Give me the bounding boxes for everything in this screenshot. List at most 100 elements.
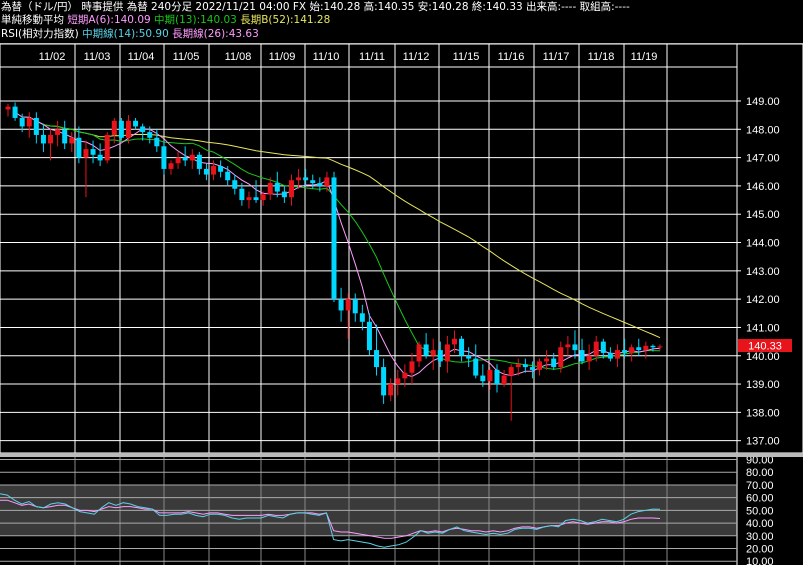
rsi-mid-line xyxy=(0,493,661,548)
candle-body xyxy=(366,321,372,351)
candle-body xyxy=(55,129,61,135)
date-label: 11/10 xyxy=(313,51,340,63)
price-tick-label: 139.00 xyxy=(746,379,780,391)
candle-body xyxy=(423,344,429,356)
date-label: 11/15 xyxy=(453,51,480,63)
candle-body xyxy=(409,361,415,373)
candle-body xyxy=(501,375,507,385)
high-label: 高: xyxy=(363,1,378,13)
candle-body xyxy=(281,191,287,198)
candle-body xyxy=(636,347,642,351)
rsi-mid-value: 50.90 xyxy=(138,28,169,40)
rsi-lines xyxy=(0,493,661,548)
ma-legend: 単純移動平均 短期A(6):140.09 中期(13):140.03 長期B(5… xyxy=(1,14,330,27)
turnover-label: 取組高: xyxy=(579,1,615,13)
candle-body xyxy=(473,358,479,376)
open-label: 始: xyxy=(309,1,324,13)
candle-body xyxy=(118,120,124,138)
rsi-title: RSI(相対力指数) xyxy=(1,28,79,40)
rsi-tick-label: 80.00 xyxy=(746,467,774,479)
ma-mid-legend: 中期(13):140.03 xyxy=(154,14,237,26)
candle-body xyxy=(40,134,46,144)
candle-body xyxy=(657,346,663,348)
candle-body xyxy=(338,299,344,311)
date-label: 11/19 xyxy=(631,51,658,63)
price-tick-label: 146.00 xyxy=(746,181,780,193)
rsi-long-legend: 長期線(26):43.63 xyxy=(172,28,259,40)
ma-short-label: 短期A(6): xyxy=(67,14,114,26)
candle-body xyxy=(558,347,564,368)
candle-body xyxy=(232,180,238,189)
candle-body xyxy=(239,188,245,201)
price-tick-label: 141.00 xyxy=(746,322,780,334)
rsi-long-label: 長期線(26): xyxy=(172,28,229,40)
candle-body xyxy=(97,154,103,161)
candle-body xyxy=(643,345,649,351)
price-tick-label: 138.00 xyxy=(746,407,780,419)
x-axis-date-labels: 11/02 11/03 11/04 11/05 11/08 11/09 11/10 11/11… xyxy=(39,51,658,63)
candle-body xyxy=(544,358,550,362)
price-tick-label: 143.00 xyxy=(746,266,780,278)
candle-body xyxy=(359,313,365,322)
candle-body xyxy=(459,338,465,356)
rsi-tick-label: 30.00 xyxy=(746,531,774,543)
date-label: 11/09 xyxy=(269,51,296,63)
date-label: 11/02 xyxy=(39,51,66,63)
candle-body xyxy=(551,358,557,368)
ma-mid-value: 140.03 xyxy=(200,14,237,26)
candle-body xyxy=(565,344,571,348)
candle-body xyxy=(388,384,394,396)
candle-body xyxy=(19,117,25,127)
header-divider xyxy=(0,43,803,44)
candle-body xyxy=(310,180,316,184)
date-label: 11/08 xyxy=(225,51,252,63)
candle-body xyxy=(69,137,75,144)
candle-body xyxy=(515,364,521,368)
candle-body xyxy=(182,157,188,161)
candle-body xyxy=(529,367,535,370)
open-value: 140.28 xyxy=(323,1,361,13)
price-tick-label: 148.00 xyxy=(746,124,780,136)
price-tick-label: 147.00 xyxy=(746,153,780,165)
price-tick-label: 144.00 xyxy=(746,238,780,250)
main-panel-grid xyxy=(0,43,803,454)
candle-body xyxy=(374,350,380,368)
ma-long-label: 長期B(52): xyxy=(240,14,294,26)
candle-body xyxy=(12,106,18,118)
candle-body xyxy=(345,299,351,311)
candle-body xyxy=(402,372,408,379)
candle-body xyxy=(416,344,422,362)
current-price-badge: 140.33 xyxy=(738,339,792,353)
candle-body xyxy=(494,369,500,385)
quote-header: 為替（ドル/円） 時事提供 為替 240分足 2022/11/21 04:00 … xyxy=(1,1,630,14)
low-value: 140.28 xyxy=(431,1,469,13)
rsi-long-value: 43.63 xyxy=(228,28,259,40)
candle-body xyxy=(246,197,252,201)
candle-body xyxy=(90,149,96,155)
candle-body xyxy=(26,117,32,127)
date-label: 11/16 xyxy=(498,51,525,63)
candle-body xyxy=(537,361,543,370)
low-label: 安: xyxy=(417,1,432,13)
rsi-tick-label: 90.00 xyxy=(746,455,774,467)
volume-value: ---- xyxy=(561,1,577,13)
candle-body xyxy=(203,168,209,175)
ma-short-line xyxy=(14,111,661,378)
rsi-tick-label: 20.00 xyxy=(746,543,774,555)
candle-body xyxy=(607,352,613,359)
close-value: 140.33 xyxy=(485,1,523,13)
ma-mid-label: 中期(13): xyxy=(154,14,201,26)
candle-body xyxy=(76,137,82,158)
price-tick-label: 137.00 xyxy=(746,436,780,448)
price-tick-label: 142.00 xyxy=(746,294,780,306)
rsi-tick-label: 60.00 xyxy=(746,493,774,505)
candle-body xyxy=(125,120,131,138)
rsi-tick-label: 70.00 xyxy=(746,480,774,492)
high-value: 140.35 xyxy=(377,1,415,13)
candle-body xyxy=(629,347,635,353)
ma-long-value: 141.28 xyxy=(293,14,331,26)
candle-body xyxy=(218,166,224,172)
current-price-label: 140.33 xyxy=(748,341,782,353)
candle-body xyxy=(437,350,443,362)
